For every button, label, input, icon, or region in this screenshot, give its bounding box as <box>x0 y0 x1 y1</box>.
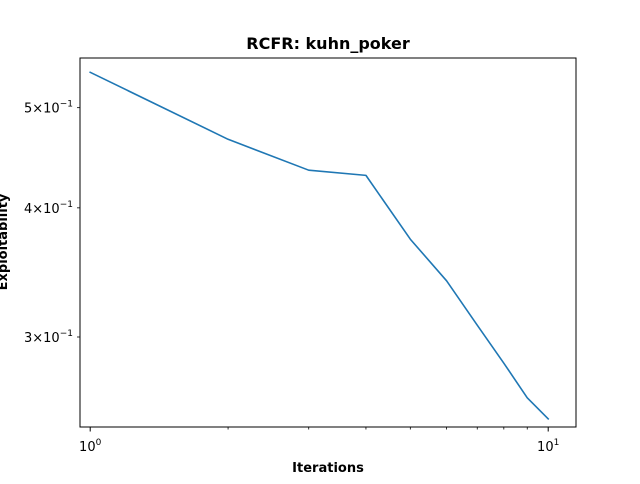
y-axis-label: Exploitability <box>0 193 11 290</box>
chart-title: RCFR: kuhn_poker <box>246 34 410 53</box>
x-axis-label: Iterations <box>292 461 364 476</box>
